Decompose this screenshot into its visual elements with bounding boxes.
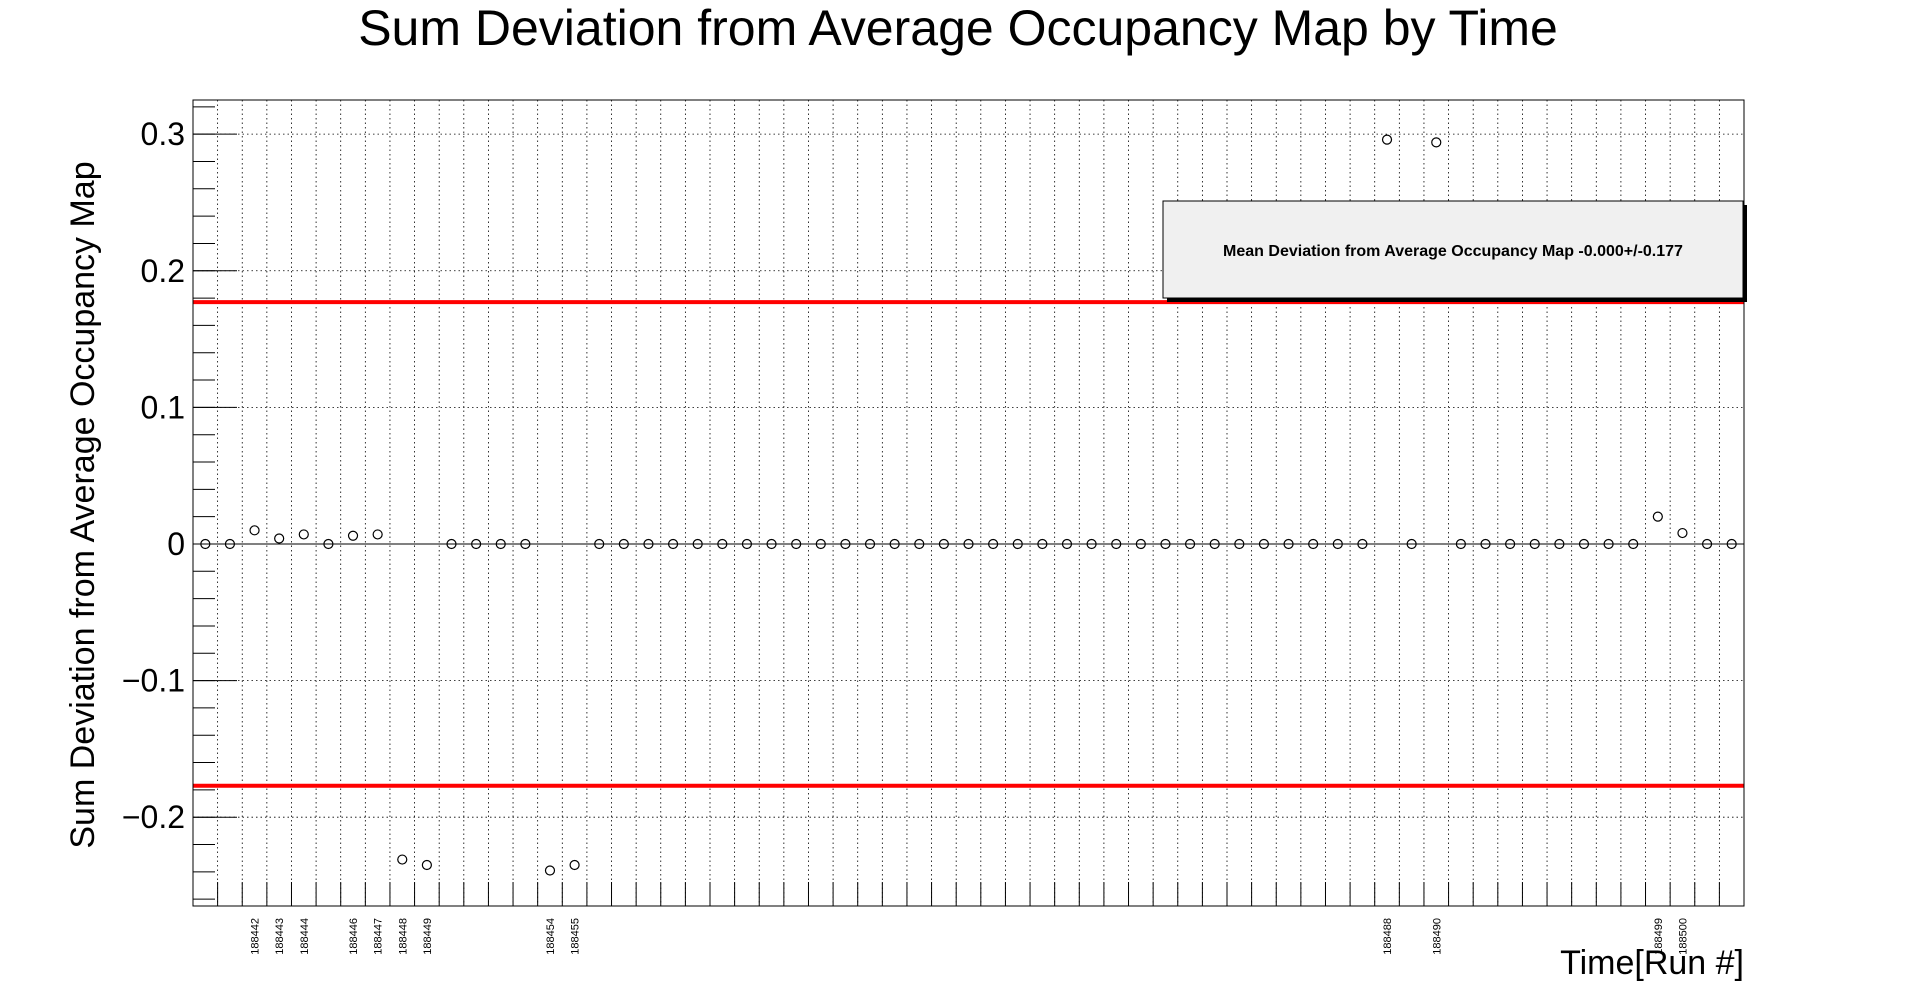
data-point xyxy=(889,538,900,550)
data-point xyxy=(495,538,506,550)
data-point xyxy=(397,854,408,865)
data-point xyxy=(840,538,851,550)
axes: −0.2 −0.1 0 0.1 0.2 0.3 188442 188443 188444 1884… xyxy=(122,99,1745,955)
legend: Mean Deviation from Average Occupancy Ma… xyxy=(1162,200,1747,302)
data-point xyxy=(298,529,309,540)
data-point xyxy=(1332,538,1343,550)
x-tick-label: 188448 xyxy=(397,918,409,955)
data-point xyxy=(618,538,629,550)
data-points xyxy=(200,134,1737,876)
data-point xyxy=(1209,538,1220,550)
x-tick-label: 188442 xyxy=(250,918,262,955)
y-tick-label: −0.1 xyxy=(122,663,185,699)
data-point xyxy=(1283,538,1294,550)
x-tick-label: 188488 xyxy=(1382,918,1394,955)
x-tick-label: 188490 xyxy=(1431,918,1443,955)
data-point xyxy=(347,530,359,541)
data-point xyxy=(1455,538,1466,550)
data-point xyxy=(1357,538,1368,550)
data-point xyxy=(1308,538,1319,550)
data-point xyxy=(1184,538,1196,550)
data-point xyxy=(323,538,334,550)
data-point xyxy=(1234,538,1245,550)
data-point xyxy=(741,538,753,550)
data-point xyxy=(544,865,556,876)
data-point xyxy=(1258,538,1270,550)
data-point xyxy=(1529,538,1540,550)
data-point xyxy=(815,538,826,550)
x-tick-label: 188447 xyxy=(373,918,385,955)
data-point xyxy=(421,859,432,871)
data-point xyxy=(1135,538,1146,550)
legend-text: Mean Deviation from Average Occupancy Ma… xyxy=(1223,243,1683,260)
data-point xyxy=(914,538,925,550)
y-tick-label: 0 xyxy=(167,526,185,562)
data-point xyxy=(1505,538,1516,550)
y-tick-label: 0.2 xyxy=(141,253,185,289)
data-point xyxy=(1111,538,1122,550)
plot-frame xyxy=(192,99,1745,907)
data-point xyxy=(471,538,482,550)
data-point xyxy=(224,538,236,550)
x-axis-title: Time[Run #] xyxy=(1560,944,1744,982)
data-point xyxy=(1652,511,1663,522)
y-tick-label: 0.3 xyxy=(141,116,185,152)
data-point xyxy=(791,538,802,550)
data-point xyxy=(988,538,999,550)
data-point xyxy=(1037,538,1048,550)
data-point xyxy=(667,538,679,550)
x-tick-label: 188454 xyxy=(545,918,557,955)
data-point xyxy=(1061,538,1073,550)
x-tick-label: 188499 xyxy=(1653,918,1665,955)
x-tick-label: 188455 xyxy=(570,918,582,955)
data-point xyxy=(446,538,457,550)
data-point xyxy=(1726,538,1737,550)
data-point xyxy=(1160,538,1171,550)
y-axis-title: Sum Deviation from Average Occupancy Map xyxy=(64,161,102,848)
chart-title: Sum Deviation from Average Occupancy Map… xyxy=(358,0,1558,56)
legend-box xyxy=(1162,200,1744,299)
data-point xyxy=(692,538,703,550)
x-tick-label: 188500 xyxy=(1677,918,1689,955)
data-point xyxy=(1677,527,1688,539)
data-point xyxy=(1012,538,1023,550)
y-tick-label: 0.1 xyxy=(141,389,185,425)
data-point xyxy=(520,538,531,550)
data-point xyxy=(1578,538,1590,550)
data-point xyxy=(717,538,728,550)
data-point xyxy=(569,859,580,871)
data-point xyxy=(1431,137,1442,148)
x-tick-label: 188446 xyxy=(348,918,360,955)
y-tick-label: −0.2 xyxy=(122,799,185,835)
data-point xyxy=(766,538,777,550)
data-point xyxy=(249,525,260,536)
data-point xyxy=(1701,538,1713,550)
x-tick-label: 188444 xyxy=(299,918,311,955)
data-point xyxy=(594,538,605,550)
data-point xyxy=(938,538,949,550)
data-point xyxy=(1628,538,1639,550)
x-tick-label: 188443 xyxy=(274,918,286,955)
data-point xyxy=(1554,538,1565,550)
data-point xyxy=(643,538,654,550)
data-point xyxy=(1480,538,1491,550)
data-point xyxy=(1603,538,1614,550)
data-point xyxy=(963,538,974,550)
data-point xyxy=(1406,538,1417,550)
data-point xyxy=(274,533,285,544)
reference-lines xyxy=(193,300,1744,788)
data-point xyxy=(372,529,383,540)
data-point xyxy=(1086,538,1097,550)
data-point xyxy=(1381,134,1393,145)
x-tick-label: 188449 xyxy=(422,918,434,955)
data-point xyxy=(200,538,211,550)
data-point xyxy=(864,538,876,550)
